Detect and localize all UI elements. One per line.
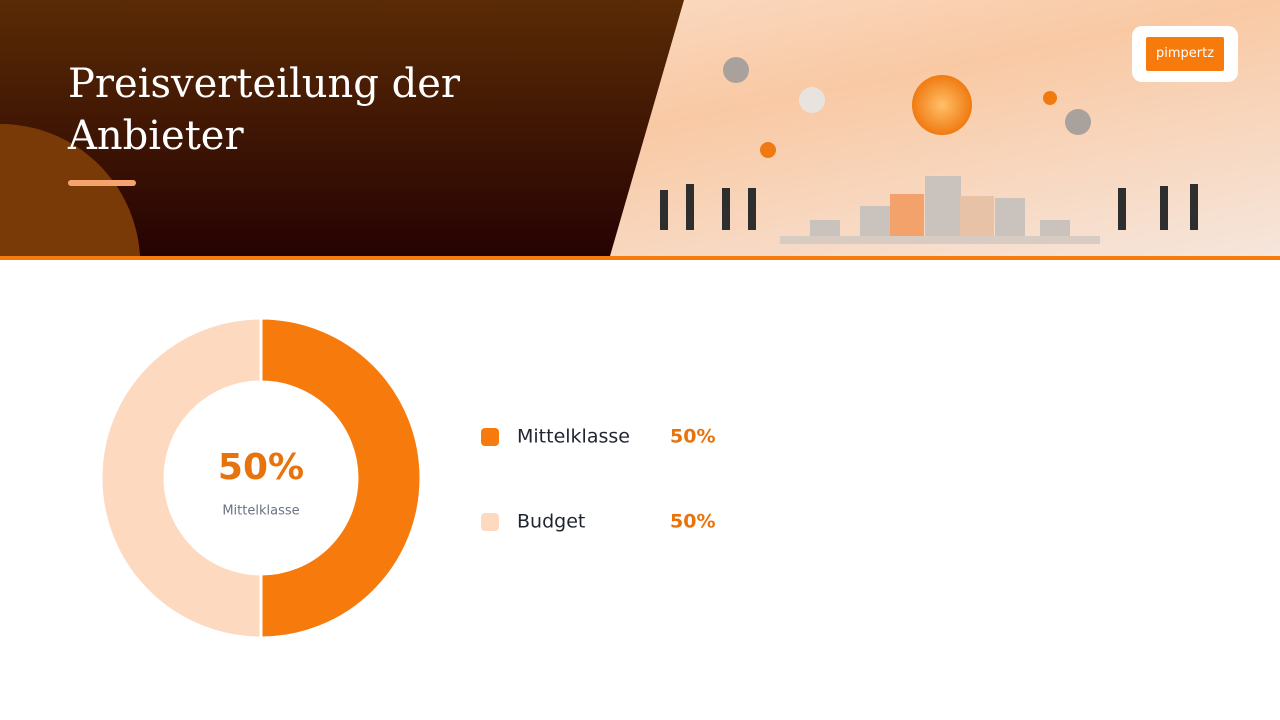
legend-value: 50% — [670, 511, 715, 533]
legend-swatch — [481, 428, 499, 446]
logo: pimpertz — [1132, 26, 1238, 82]
slide-title: Preisverteilung der Anbieter — [68, 61, 460, 159]
chart: 50% Mittelklasse Mittelklasse 50% Budget 50… — [99, 316, 715, 640]
legend-value: 50% — [670, 426, 715, 448]
legend-label: Budget — [517, 511, 585, 533]
legend-label: Mittelklasse — [517, 426, 630, 448]
donut-segment — [99, 316, 263, 640]
header — [0, 0, 1280, 260]
center-value: 50% — [218, 447, 304, 488]
legend-swatch — [481, 513, 499, 531]
logo-text: pimpertz — [1146, 37, 1224, 71]
donut-segment — [259, 316, 423, 640]
center-label: Mittelklasse — [222, 504, 299, 519]
